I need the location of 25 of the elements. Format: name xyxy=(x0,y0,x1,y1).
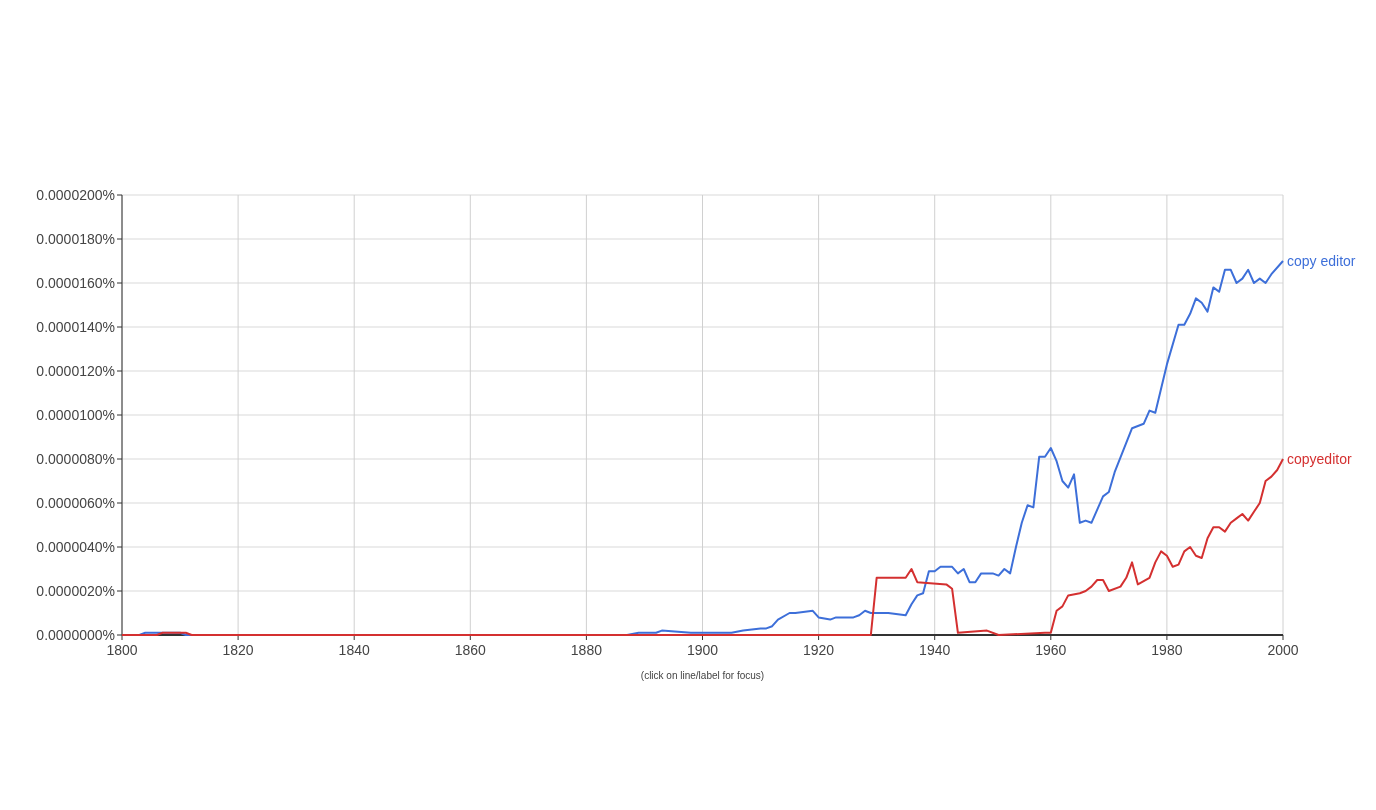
x-tick-label: 1900 xyxy=(686,642,719,658)
y-tick-label: 0.0000140% xyxy=(36,318,115,335)
y-tick-label: 0.0000180% xyxy=(36,230,115,247)
x-tick-label: 1960 xyxy=(1035,642,1067,658)
x-tick-label: 2000 xyxy=(1267,642,1299,658)
series-label: copy editor xyxy=(1287,253,1356,269)
text: (click on line/label for focus) xyxy=(640,670,765,681)
x-tick-label: 1800 xyxy=(106,642,138,658)
y-tick-label: 0.0000020% xyxy=(36,582,115,599)
y-tick-label: 0.0000100% xyxy=(36,406,115,423)
series-label: copyeditor xyxy=(1287,451,1352,467)
y-tick-label: 0.0000200% xyxy=(36,186,115,203)
y-tick-label: 0.0000080% xyxy=(36,450,115,467)
y-tick-label: 0.0000000% xyxy=(36,626,115,643)
y-tick-label: 0.0000040% xyxy=(36,538,115,555)
y-tick-label: 0.0000120% xyxy=(36,362,115,379)
x-tick-label: 1940 xyxy=(919,642,951,658)
x-tick-label: 1980 xyxy=(1151,642,1183,658)
x-tick-label: 1860 xyxy=(454,642,487,658)
x-tick-label: 1880 xyxy=(570,642,603,658)
y-tick-label: 0.0000160% xyxy=(36,274,115,291)
x-tick-label: 1820 xyxy=(222,642,254,658)
x-tick-label: 1840 xyxy=(338,642,370,658)
y-tick-label: 0.0000060% xyxy=(36,494,115,511)
x-tick-label: 1920 xyxy=(803,642,835,658)
